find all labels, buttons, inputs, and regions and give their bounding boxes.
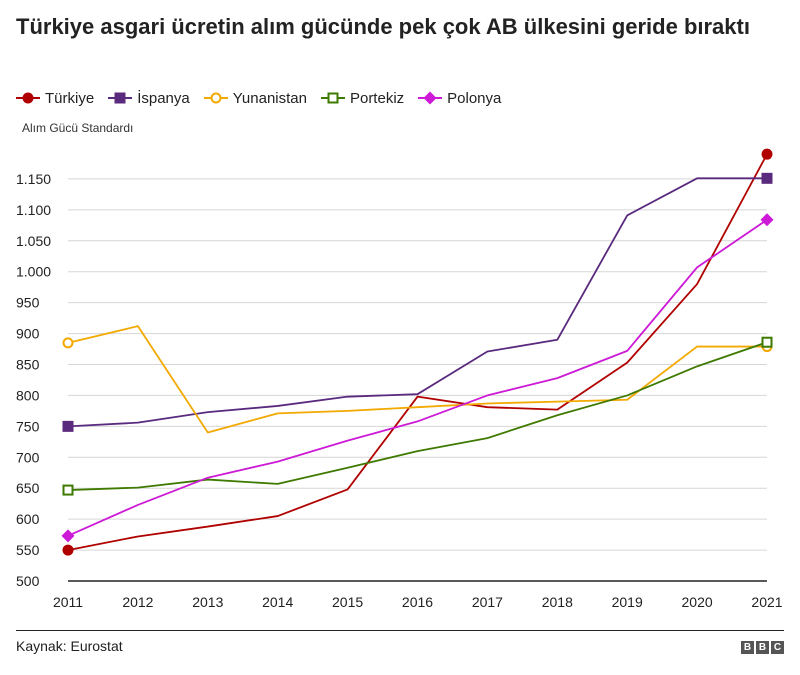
- y-tick-label: 500: [16, 573, 40, 589]
- x-tick-label: 2011: [53, 594, 83, 610]
- chart-title: Türkiye asgari ücretin alım gücünde pek …: [16, 14, 750, 39]
- x-tick-label: 2016: [402, 594, 433, 610]
- y-tick-label: 850: [16, 357, 40, 373]
- y-tick-label: 550: [16, 542, 40, 558]
- y-tick-label: 750: [16, 418, 40, 434]
- line-chart: 500 550 600 650 700 750 800 850 900 950 1.000 1.050…: [16, 148, 783, 610]
- y-tick-label: 900: [16, 326, 40, 342]
- series-marker: [62, 420, 74, 432]
- series-marker: [62, 544, 74, 556]
- y-tick-label: 800: [16, 387, 40, 403]
- bbc-logo-letter: C: [771, 641, 784, 654]
- y-tick-label: 650: [16, 480, 40, 496]
- x-tick-label: 2019: [612, 594, 643, 610]
- legend-swatch: [108, 92, 133, 104]
- x-tick-label: 2013: [192, 594, 223, 610]
- x-tick-label: 2014: [262, 594, 293, 610]
- series-marker: [761, 172, 773, 184]
- legend-label: İspanya: [137, 89, 190, 107]
- series-line: [67, 325, 767, 434]
- series-marker: [760, 213, 774, 227]
- legend-swatch-marker: [114, 92, 126, 104]
- y-tick-label: 1.050: [16, 233, 51, 249]
- legend-swatch: [16, 92, 40, 104]
- legend-item: İspanya: [108, 90, 190, 107]
- legend-swatch: [418, 91, 443, 105]
- legend-swatch-marker: [327, 92, 339, 104]
- legend-swatch-marker: [423, 91, 437, 105]
- series-marker: [761, 148, 773, 160]
- legend-label: Yunanistan: [232, 89, 307, 107]
- series-marker: [62, 484, 74, 496]
- series-line: [67, 219, 768, 537]
- series-marker: [62, 337, 74, 349]
- series-line: [67, 153, 768, 551]
- legend-item: Türkiye: [16, 90, 94, 107]
- x-tick-label: 2012: [122, 594, 153, 610]
- series-line: [67, 177, 767, 428]
- series-line: [67, 341, 768, 491]
- bbc-logo-letter: B: [741, 641, 754, 654]
- legend-item: Polonya: [418, 90, 501, 107]
- footer-divider: [16, 630, 784, 631]
- bbc-logo: B B C: [739, 641, 784, 654]
- source-note: Kaynak: Eurostat: [16, 638, 123, 654]
- y-axis-label: Alım Gücü Standardı: [22, 121, 134, 135]
- y-tick-label: 700: [16, 449, 40, 465]
- x-tick-label: 2017: [472, 594, 503, 610]
- legend-item: Yunanistan: [203, 89, 307, 107]
- legend-swatch-marker: [22, 92, 34, 104]
- x-tick-label: 2015: [332, 594, 363, 610]
- bbc-logo-letter: B: [756, 641, 769, 654]
- x-tick-label: 2018: [542, 594, 573, 610]
- y-tick-label: 1.000: [16, 264, 51, 280]
- y-tick-label: 1.100: [16, 202, 51, 218]
- series-marker: [61, 529, 75, 543]
- legend-label: Polonya: [447, 89, 502, 107]
- legend-label: Portekiz: [349, 89, 405, 107]
- y-tick-label: 1.150: [16, 171, 51, 187]
- legend-swatch: [203, 92, 228, 104]
- legend-swatch-marker: [210, 92, 222, 104]
- y-tick-label: 600: [16, 511, 40, 527]
- series-marker: [761, 336, 773, 348]
- legend-label: Türkiye: [45, 89, 95, 107]
- chart-legend: Türkiye İspanya Yunanistan Portekiz Polonya: [16, 88, 515, 108]
- x-tick-label: 2021: [751, 594, 782, 610]
- y-tick-label: 950: [16, 295, 40, 311]
- x-tick-label: 2020: [682, 594, 713, 610]
- legend-item: Portekiz: [320, 89, 405, 107]
- legend-swatch: [320, 92, 345, 104]
